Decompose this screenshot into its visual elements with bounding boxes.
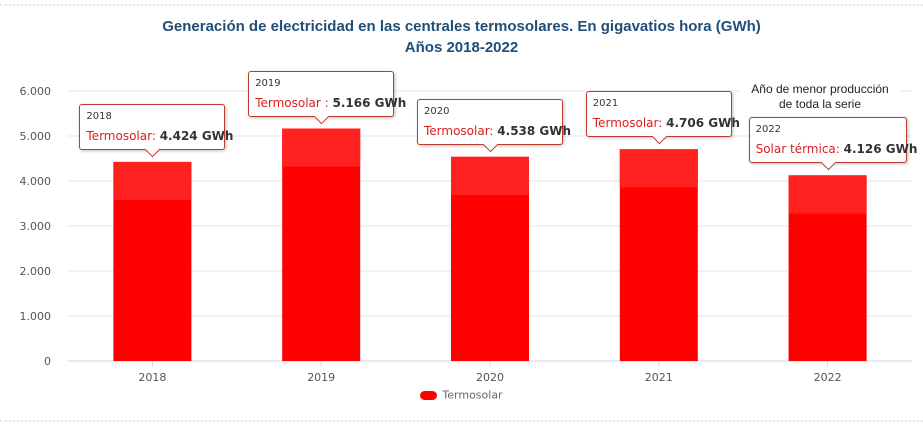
bar-highlight-2019 <box>282 128 361 167</box>
top-divider <box>0 4 923 6</box>
bottom-divider <box>0 420 923 422</box>
bar-2019[interactable] <box>282 128 361 361</box>
y-tick-label: 6.000 <box>20 85 52 98</box>
tooltip-series-label: Termosolar : <box>255 95 333 110</box>
tooltip-value: 5.166 GWh <box>332 95 407 110</box>
tooltip-year: 2022 <box>755 124 782 136</box>
y-tick-label: 0 <box>44 355 51 368</box>
x-tick-label: 2018 <box>138 371 166 384</box>
tooltip-line: Solar térmica: 4.126 GWh <box>755 138 918 157</box>
bar-highlight-2018 <box>113 161 192 201</box>
tooltip-series-label: Termosolar: <box>86 128 160 143</box>
tooltip-2018: 2018 Termosolar: 4.424 GWh <box>79 103 233 158</box>
bars <box>113 128 867 361</box>
legend-swatch-termosolar[interactable] <box>420 390 438 400</box>
bar-highlight-2021 <box>619 149 698 188</box>
tooltip-year: 2018 <box>86 110 112 122</box>
y-tick-label: 5.000 <box>20 130 52 143</box>
tooltip-year: 2019 <box>255 77 281 89</box>
y-tick-label: 3.000 <box>20 220 52 233</box>
tooltip-line: Termosolar : 5.166 GWh <box>255 92 406 111</box>
tooltip-value: 4.126 GWh <box>843 142 918 157</box>
tooltip-year: 2021 <box>592 98 619 110</box>
tooltip-year: 2020 <box>424 105 450 117</box>
chart-subtitle: Años 2018-2022 <box>404 39 519 56</box>
x-tick-label: 2019 <box>307 371 335 384</box>
tooltip-2021: 2021 Termosolar: 4.706 GWh <box>585 91 740 145</box>
tooltip-series-label: Termosolar: <box>592 116 667 131</box>
bar-highlight-2020 <box>451 156 529 196</box>
annotation-line-2: de toda la serie <box>778 97 862 111</box>
tooltip-series-label: Solar térmica: <box>755 142 844 157</box>
x-tick-label: 2022 <box>814 371 842 384</box>
tooltip-line: Termosolar: 4.538 GWh <box>424 120 571 139</box>
tooltip-2020: 2020 Termosolar: 4.538 GWh <box>417 98 571 153</box>
tooltip-line: Termosolar: 4.424 GWh <box>86 125 233 144</box>
chart-title-block: Generación de electricidad en las centra… <box>0 16 923 58</box>
y-axis: 0 1.000 2.000 3.000 4.000 5.000 6.000 <box>20 85 52 368</box>
tooltip-2019: 2019 Termosolar : 5.166 GWh <box>248 70 406 124</box>
tooltip-2022: 2022 Solar térmica: 4.126 GWh <box>748 117 918 171</box>
y-tick-label: 2.000 <box>20 265 52 278</box>
annotation-line-1: Año de menor producción <box>751 82 889 96</box>
tooltip-value: 4.706 GWh <box>666 116 740 131</box>
x-axis: 2018 2019 2020 2021 2022 <box>138 361 842 384</box>
x-tick-label: 2020 <box>476 371 504 384</box>
y-tick-label: 1.000 <box>20 310 52 323</box>
annotation-lowest-year: Año de menor producción de toda la serie <box>740 82 900 112</box>
tooltip-value: 4.538 GWh <box>497 123 572 138</box>
y-tick-label: 4.000 <box>20 175 52 188</box>
bar-highlight-2022 <box>788 175 867 214</box>
legend-label-termosolar[interactable]: Termosolar <box>442 388 503 402</box>
chart-title: Generación de electricidad en las centra… <box>162 18 761 35</box>
tooltip-value: 4.424 GWh <box>159 128 234 143</box>
legend[interactable]: Termosolar <box>0 388 923 402</box>
x-tick-label: 2021 <box>645 371 673 384</box>
tooltip-line: Termosolar: 4.706 GWh <box>592 112 740 131</box>
tooltip-series-label: Termosolar: <box>424 123 498 138</box>
